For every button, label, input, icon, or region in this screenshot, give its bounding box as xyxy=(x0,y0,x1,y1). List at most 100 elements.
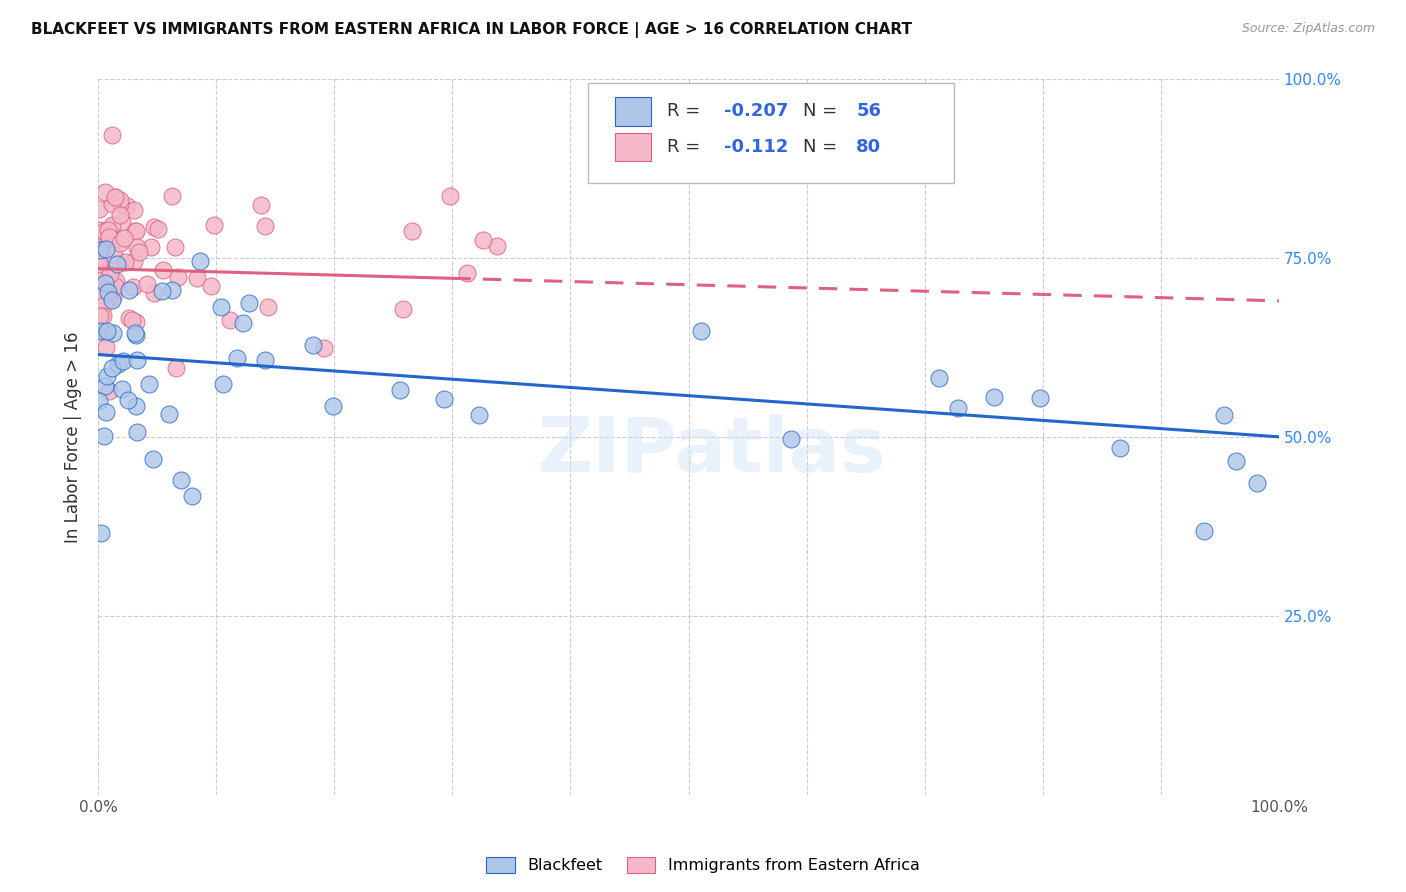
Point xyxy=(142,451,165,466)
Point xyxy=(91,272,114,286)
Point xyxy=(257,301,280,315)
Point xyxy=(322,399,344,413)
Point xyxy=(90,324,112,338)
Point xyxy=(98,384,121,398)
Point xyxy=(946,401,969,415)
Point xyxy=(101,293,124,308)
Point xyxy=(122,254,145,268)
Point xyxy=(97,223,120,237)
Text: BLACKFEET VS IMMIGRANTS FROM EASTERN AFRICA IN LABOR FORCE | AGE > 16 CORRELATIO: BLACKFEET VS IMMIGRANTS FROM EASTERN AFR… xyxy=(31,22,912,38)
Point xyxy=(690,324,713,338)
Point xyxy=(312,341,335,355)
Point xyxy=(111,215,134,229)
Point xyxy=(93,429,115,443)
Point xyxy=(89,223,111,237)
Point xyxy=(110,382,132,396)
Point xyxy=(101,128,124,143)
Text: N =: N = xyxy=(803,103,844,120)
Point xyxy=(122,280,145,294)
Point xyxy=(138,377,160,392)
Point xyxy=(468,408,491,422)
Point xyxy=(101,219,124,233)
Point xyxy=(89,235,111,250)
Point xyxy=(125,399,148,413)
Point xyxy=(104,190,127,204)
Point xyxy=(190,254,212,268)
Point xyxy=(139,240,162,254)
Point xyxy=(125,352,148,367)
Point xyxy=(90,525,112,540)
Point xyxy=(97,290,120,304)
Point xyxy=(121,313,143,327)
Point xyxy=(983,390,1005,404)
Text: 56: 56 xyxy=(856,103,882,120)
Point xyxy=(100,196,122,211)
Point xyxy=(94,326,117,341)
Text: -0.112: -0.112 xyxy=(724,138,789,156)
Point xyxy=(96,405,118,419)
Point xyxy=(146,221,169,235)
Point xyxy=(186,270,208,285)
Point xyxy=(124,225,146,239)
Point xyxy=(108,236,131,251)
Point xyxy=(253,219,276,234)
Point xyxy=(94,276,117,290)
Text: -0.207: -0.207 xyxy=(724,103,789,120)
Point xyxy=(165,360,187,375)
Point xyxy=(1225,453,1247,467)
Point xyxy=(104,190,127,204)
Point xyxy=(93,224,115,238)
Point xyxy=(780,432,803,446)
Point xyxy=(105,257,128,271)
Point xyxy=(122,203,145,218)
Point xyxy=(125,328,148,343)
Point xyxy=(202,218,225,232)
Point xyxy=(89,202,111,216)
Point xyxy=(108,197,131,211)
Point xyxy=(89,226,111,240)
Point xyxy=(209,300,232,314)
Point xyxy=(226,351,249,366)
Point xyxy=(93,298,115,312)
Point xyxy=(485,239,508,253)
Point xyxy=(117,199,139,213)
Point xyxy=(124,315,146,329)
Point xyxy=(127,425,149,440)
Point xyxy=(1212,409,1234,423)
Point xyxy=(89,251,111,265)
Point xyxy=(98,268,121,282)
Point xyxy=(157,408,180,422)
Point xyxy=(392,302,415,317)
Point xyxy=(93,186,115,200)
Point xyxy=(108,193,131,207)
Point xyxy=(96,324,118,338)
Point xyxy=(1029,391,1052,405)
Point xyxy=(401,224,423,238)
Text: ZIPatlas: ZIPatlas xyxy=(538,414,886,488)
Point xyxy=(456,266,478,280)
Point xyxy=(160,189,183,203)
Point xyxy=(89,260,111,275)
Y-axis label: In Labor Force | Age > 16: In Labor Force | Age > 16 xyxy=(65,331,82,542)
FancyBboxPatch shape xyxy=(616,97,651,126)
Point xyxy=(128,244,150,259)
Text: N =: N = xyxy=(803,138,844,156)
Point xyxy=(125,225,148,239)
Point xyxy=(89,243,111,257)
Point xyxy=(250,197,273,211)
Point xyxy=(104,274,127,288)
Point xyxy=(108,208,131,222)
Point xyxy=(94,379,117,393)
Text: R =: R = xyxy=(668,138,706,156)
Point xyxy=(211,376,233,391)
Point xyxy=(152,263,174,277)
Point xyxy=(118,310,141,325)
Point xyxy=(254,353,277,368)
Point xyxy=(101,326,124,340)
Point xyxy=(98,230,121,244)
Point xyxy=(91,242,114,256)
Point xyxy=(471,233,494,247)
Point xyxy=(200,279,222,293)
Point xyxy=(101,290,124,304)
Point xyxy=(170,473,193,487)
